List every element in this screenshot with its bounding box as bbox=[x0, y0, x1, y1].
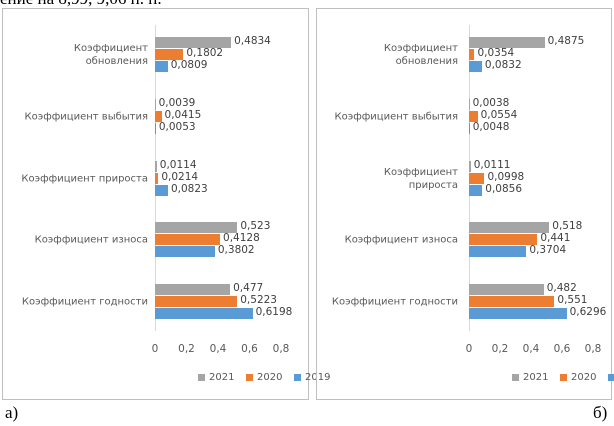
category-label: Коэффициент прироста bbox=[21, 173, 148, 185]
bar bbox=[469, 172, 485, 184]
bar bbox=[155, 234, 221, 246]
legend-swatch bbox=[294, 374, 301, 381]
value-label: 0,3802 bbox=[217, 244, 255, 257]
legend-label: 2019 bbox=[305, 372, 331, 383]
bar bbox=[469, 296, 555, 308]
bar bbox=[469, 222, 550, 234]
bar bbox=[155, 110, 162, 122]
bar bbox=[155, 284, 231, 296]
bar bbox=[469, 234, 538, 246]
category-label: Коэффициент годности bbox=[21, 296, 148, 308]
value-label: 0,0809 bbox=[170, 59, 208, 71]
legend-swatch bbox=[246, 374, 253, 381]
bar bbox=[469, 61, 482, 72]
value-label: 0,4834 bbox=[234, 35, 271, 47]
value-label: 0,441 bbox=[540, 232, 571, 245]
bar bbox=[469, 122, 470, 134]
bar bbox=[155, 308, 253, 320]
legend-label: 2020 bbox=[571, 372, 597, 383]
bar bbox=[155, 122, 156, 134]
value-label: 0,0114 bbox=[159, 158, 197, 171]
bar bbox=[155, 222, 238, 234]
x-tick-label: 0,2 bbox=[491, 343, 509, 355]
bar bbox=[469, 246, 527, 258]
bar bbox=[469, 308, 567, 320]
x-tick-label: 0 bbox=[465, 343, 473, 355]
value-label: 0,0856 bbox=[485, 182, 523, 195]
category-label: Коэффициент прироста bbox=[383, 166, 458, 191]
value-label: 0,6296 bbox=[569, 306, 607, 319]
bar bbox=[469, 110, 478, 122]
value-label: 0,0039 bbox=[158, 96, 196, 109]
bar bbox=[469, 160, 471, 172]
panel-label: а) bbox=[5, 403, 19, 422]
category-label: Коэффициент выбытия bbox=[334, 111, 459, 123]
bar bbox=[155, 246, 215, 258]
category-label: Коэффициент износа bbox=[34, 234, 148, 246]
value-label: 0,0998 bbox=[487, 170, 525, 183]
legend-swatch bbox=[560, 374, 567, 381]
value-label: 0,1802 bbox=[186, 47, 224, 59]
value-label: 0,551 bbox=[557, 294, 588, 307]
bar bbox=[155, 172, 159, 184]
legend-label: 2020 bbox=[257, 372, 283, 383]
bar bbox=[155, 160, 157, 172]
value-label: 0,0354 bbox=[477, 47, 515, 59]
value-label: 0,0048 bbox=[472, 120, 510, 133]
bar bbox=[155, 98, 156, 110]
legend-swatch bbox=[512, 374, 519, 381]
x-tick-label: 0,2 bbox=[178, 343, 195, 355]
legend-label: 2021 bbox=[209, 372, 235, 383]
x-tick-label: 0,6 bbox=[241, 343, 258, 355]
category-label: Коэффициент обновления bbox=[73, 43, 148, 67]
x-tick-label: 0,6 bbox=[553, 343, 571, 355]
x-tick-label: 0,4 bbox=[522, 343, 540, 355]
bar bbox=[155, 296, 238, 308]
bar bbox=[469, 49, 475, 60]
x-tick-label: 0,4 bbox=[209, 343, 227, 355]
value-label: 0,3704 bbox=[529, 244, 567, 257]
category-label: Коэффициент износа bbox=[344, 234, 458, 246]
value-label: 0,0111 bbox=[473, 158, 511, 171]
value-label: 0,5223 bbox=[240, 294, 277, 307]
panel-label: б) bbox=[593, 403, 608, 422]
panel bbox=[316, 8, 612, 400]
value-label: 0,523 bbox=[240, 220, 271, 233]
bar bbox=[155, 37, 232, 48]
value-label: 0,6198 bbox=[255, 306, 293, 319]
value-label: 0,477 bbox=[233, 282, 264, 295]
category-label: Коэффициент обновления bbox=[383, 43, 458, 67]
legend-swatch bbox=[198, 374, 205, 381]
legend-swatch bbox=[608, 374, 614, 381]
value-label: 0,0053 bbox=[158, 120, 196, 133]
legend-label: 2021 bbox=[523, 372, 549, 383]
bar bbox=[469, 98, 470, 110]
bar bbox=[155, 61, 168, 72]
value-label: 0,0823 bbox=[170, 182, 208, 195]
value-label: 0,482 bbox=[546, 282, 577, 295]
x-tick-label: 0,8 bbox=[584, 343, 602, 355]
value-label: 0,0038 bbox=[472, 96, 510, 109]
value-label: 0,4128 bbox=[223, 232, 260, 245]
bar bbox=[469, 184, 483, 196]
value-label: 0,4875 bbox=[547, 35, 585, 47]
category-label: Коэффициент годности bbox=[331, 296, 458, 308]
bar bbox=[469, 284, 544, 296]
bar bbox=[155, 184, 168, 196]
value-label: 0,0415 bbox=[164, 108, 202, 121]
x-tick-label: 0,8 bbox=[272, 343, 290, 355]
value-label: 0,0214 bbox=[161, 170, 199, 183]
bar bbox=[469, 37, 545, 48]
category-label: Коэффициент выбытия bbox=[24, 111, 149, 123]
header-text: ение на 8,99, 9,06 п. п. bbox=[0, 0, 162, 9]
x-tick-label: 0 bbox=[151, 343, 159, 355]
value-label: 0,0832 bbox=[484, 59, 522, 71]
panel bbox=[2, 8, 309, 400]
value-label: 0,518 bbox=[552, 220, 583, 233]
value-label: 0,0554 bbox=[480, 108, 518, 121]
bar bbox=[155, 49, 184, 60]
